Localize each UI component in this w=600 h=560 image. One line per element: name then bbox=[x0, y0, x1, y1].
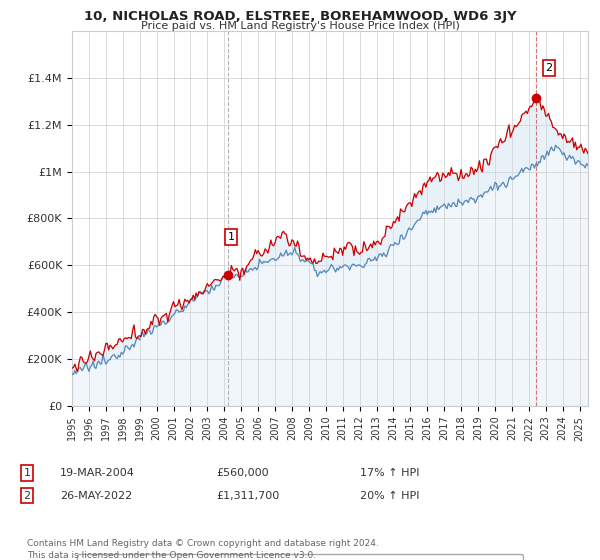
Text: 17% ↑ HPI: 17% ↑ HPI bbox=[360, 468, 419, 478]
Text: £1,311,700: £1,311,700 bbox=[216, 491, 279, 501]
Text: 2: 2 bbox=[545, 63, 553, 73]
Text: Price paid vs. HM Land Registry's House Price Index (HPI): Price paid vs. HM Land Registry's House … bbox=[140, 21, 460, 31]
Text: 10, NICHOLAS ROAD, ELSTREE, BOREHAMWOOD, WD6 3JY: 10, NICHOLAS ROAD, ELSTREE, BOREHAMWOOD,… bbox=[83, 10, 517, 23]
Legend: 10, NICHOLAS ROAD, ELSTREE, BOREHAMWOOD, WD6 3JY (detached house), HPI: Average : 10, NICHOLAS ROAD, ELSTREE, BOREHAMWOOD,… bbox=[77, 554, 523, 560]
Text: 1: 1 bbox=[23, 468, 31, 478]
Text: 1: 1 bbox=[227, 232, 235, 242]
Text: Contains HM Land Registry data © Crown copyright and database right 2024.
This d: Contains HM Land Registry data © Crown c… bbox=[27, 539, 379, 559]
Text: 26-MAY-2022: 26-MAY-2022 bbox=[60, 491, 132, 501]
Text: £560,000: £560,000 bbox=[216, 468, 269, 478]
Text: 19-MAR-2004: 19-MAR-2004 bbox=[60, 468, 135, 478]
Text: 2: 2 bbox=[23, 491, 31, 501]
Text: 20% ↑ HPI: 20% ↑ HPI bbox=[360, 491, 419, 501]
